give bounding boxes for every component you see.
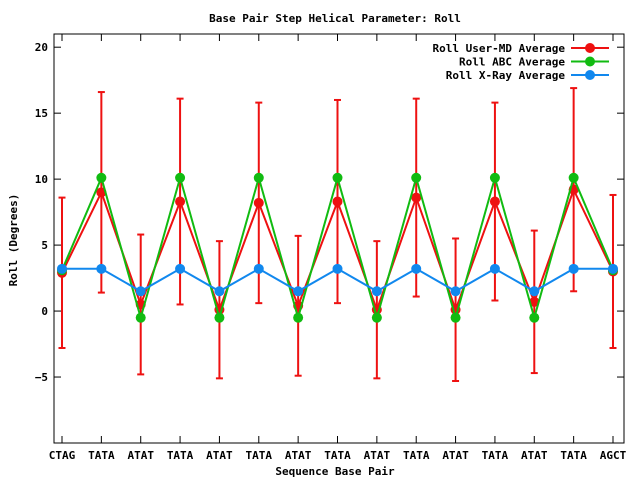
error-bars (58, 87, 617, 382)
series-point-2 (608, 263, 618, 274)
y-tick-label: 0 (41, 305, 48, 318)
series-point-1 (371, 312, 382, 323)
data-series (57, 172, 618, 323)
series-point-0 (175, 196, 186, 207)
x-tick-label: TATA (88, 449, 115, 462)
series-point-0 (332, 196, 343, 207)
series-point-2 (96, 263, 107, 274)
x-tick-label: ATAT (521, 449, 548, 462)
chart-title: Base Pair Step Helical Parameter: Roll (209, 12, 461, 25)
x-tick-label: ATAT (285, 449, 312, 462)
series-point-0 (529, 296, 540, 307)
y-tick-label: −5 (35, 371, 48, 384)
series-point-2 (214, 286, 225, 297)
x-tick-label: TATA (324, 449, 351, 462)
series-point-1 (293, 312, 304, 323)
series-point-1 (450, 312, 461, 323)
series-point-1 (135, 312, 146, 323)
x-axis-label: Sequence Base Pair (275, 465, 395, 478)
x-tick-label: ATAT (442, 449, 469, 462)
y-axis-label: Roll (Degrees) (7, 194, 20, 287)
series-point-1 (529, 312, 540, 323)
x-tick-label: CTAG (49, 449, 76, 462)
x-tick-label: TATA (403, 449, 430, 462)
x-tick-label: TATA (560, 449, 587, 462)
x-tick-label: TATA (482, 449, 509, 462)
series-point-2 (332, 263, 343, 274)
plot-frame (53, 33, 625, 444)
x-tick-label: AGCT (600, 449, 627, 462)
x-tick-label: TATA (246, 449, 273, 462)
series-point-0 (253, 197, 264, 208)
series-point-1 (332, 172, 343, 183)
x-tick-label: TATA (167, 449, 194, 462)
x-tick-label: ATAT (364, 449, 391, 462)
y-tick-label: 5 (41, 239, 48, 252)
legend-marker-1 (585, 56, 595, 67)
x-tick-label: ATAT (127, 449, 154, 462)
series-point-2 (175, 263, 186, 274)
series-point-1 (411, 172, 422, 183)
series-point-1 (253, 172, 264, 183)
series-point-1 (568, 172, 579, 183)
y-tick-label: 20 (35, 41, 48, 54)
series-point-2 (529, 286, 540, 297)
series-point-2 (450, 286, 461, 297)
plot-axes: −5 0 5 10 15 20 CTAG TATA ATAT TATA ATAT TATA ATAT TA… (35, 33, 627, 462)
y-tick-label: 10 (35, 173, 48, 186)
legend-marker-2 (585, 70, 595, 80)
y-tick-label: 15 (35, 107, 48, 120)
series-point-2 (135, 286, 146, 297)
x-tick-label: ATAT (206, 449, 233, 462)
series-point-2 (489, 263, 500, 274)
legend-label-2: Roll X-Ray Average (446, 69, 566, 82)
series-point-2 (371, 286, 382, 297)
series-point-1 (175, 172, 186, 183)
series-point-2 (293, 286, 304, 297)
series-point-2 (411, 263, 422, 274)
series-point-1 (489, 172, 500, 183)
series-point-0 (489, 196, 500, 207)
series-point-2 (57, 263, 67, 274)
series-point-1 (214, 312, 225, 323)
series-point-0 (411, 192, 422, 203)
legend-label-1: Roll ABC Average (459, 56, 565, 69)
series-point-2 (253, 263, 264, 274)
series-point-2 (568, 263, 579, 274)
legend-label-0: Roll User-MD Average (433, 42, 566, 55)
series-point-1 (96, 172, 107, 183)
legend-marker-0 (585, 43, 595, 53)
